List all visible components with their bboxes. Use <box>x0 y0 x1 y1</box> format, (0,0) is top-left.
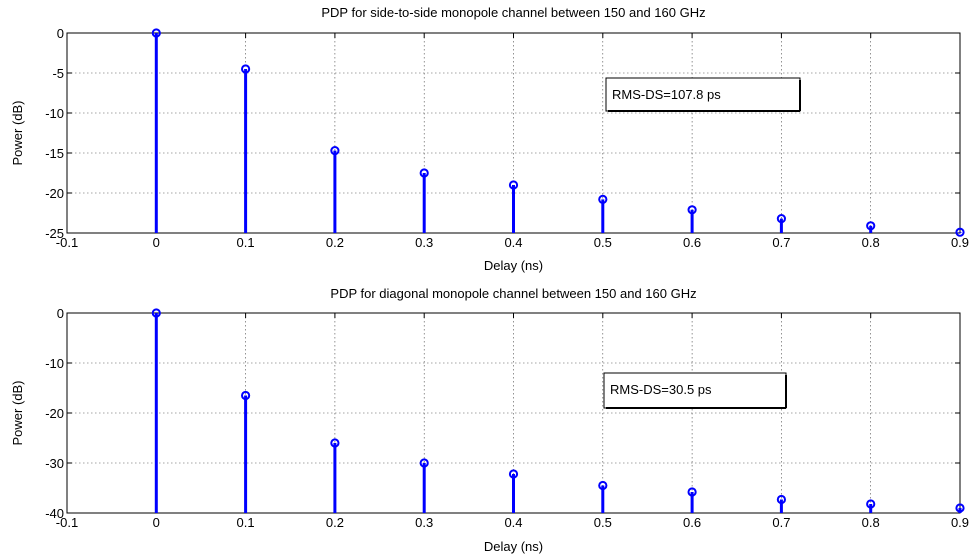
x-tick-label: -0.1 <box>56 235 78 250</box>
stem-marker <box>776 214 787 224</box>
x-tick-label: 0 <box>153 235 160 250</box>
y-tick-label: 0 <box>57 26 64 41</box>
stem-marker <box>508 469 519 479</box>
x-tick-label: 0.1 <box>237 515 255 530</box>
x-tick-label: 0 <box>153 515 160 530</box>
x-axis-label: Delay (ns) <box>484 258 543 273</box>
bottom-chart-panel: -0.1 0 0.1 0.2 0.3 0.4 0.5 0.6 0.7 0.8 0.9 0 -10 -20 -… <box>10 286 969 554</box>
y-tick-label: -30 <box>45 456 64 471</box>
stem-marker <box>419 458 429 468</box>
x-tick-label: 0.6 <box>683 235 701 250</box>
x-tick-label: 0.2 <box>326 235 344 250</box>
x-tick-label: 0.7 <box>772 515 790 530</box>
y-tick-label: -5 <box>52 66 64 81</box>
stem-marker <box>866 221 876 231</box>
y-tick-label: -40 <box>45 506 64 521</box>
stem-marker <box>955 227 965 237</box>
stem-marker <box>241 390 251 401</box>
stem-marker <box>955 503 965 513</box>
x-tick-label: 0.4 <box>504 515 522 530</box>
stem-marker <box>241 64 251 74</box>
y-tick-label: 0 <box>57 306 64 321</box>
x-tick-label: 0.9 <box>951 235 969 250</box>
stem-marker <box>598 480 608 491</box>
x-tick-label: 0.7 <box>772 235 790 250</box>
stem-marker <box>687 487 697 497</box>
rms-ds-annotation: RMS-DS=107.8 ps <box>612 87 721 102</box>
x-axis-label: Delay (ns) <box>484 539 543 554</box>
x-tick-label: 0.2 <box>326 515 344 530</box>
rms-ds-annotation: RMS-DS=30.5 ps <box>610 382 712 397</box>
x-tick-label: -0.1 <box>56 515 78 530</box>
x-tick-label: 0.4 <box>504 235 522 250</box>
y-tick-label: -15 <box>45 146 64 161</box>
x-tick-label: 0.6 <box>683 515 701 530</box>
y-axis-label: Power (dB) <box>10 380 25 445</box>
stem-marker <box>776 494 787 505</box>
stem-marker <box>687 205 697 215</box>
stem-marker <box>508 180 519 190</box>
x-tick-label: 0.8 <box>862 515 880 530</box>
y-tick-label: -20 <box>45 406 64 421</box>
stem-marker <box>330 438 340 448</box>
x-tick-label: 0.1 <box>237 235 255 250</box>
top-chart-panel: -0.1 0 0.1 0.2 0.3 0.4 0.5 0.6 0.7 0.8 0.9 0 -5 -10 -1… <box>10 5 969 273</box>
y-tick-label: -10 <box>45 356 64 371</box>
x-tick-label: 0.8 <box>862 235 880 250</box>
stem-marker <box>598 194 608 204</box>
chart-title: PDP for side-to-side monopole channel be… <box>321 5 705 20</box>
annotation-box <box>603 372 787 409</box>
stem-marker <box>330 146 340 156</box>
x-tick-label: 0.3 <box>415 515 433 530</box>
x-tick-label: 0.3 <box>415 235 433 250</box>
y-tick-label: -10 <box>45 106 64 121</box>
stem-marker <box>151 308 161 318</box>
x-tick-label: 0.5 <box>594 235 612 250</box>
y-tick-label: -20 <box>45 186 64 201</box>
x-tick-label: 0.9 <box>951 515 969 530</box>
stem-marker <box>151 28 161 38</box>
y-axis-label: Power (dB) <box>10 100 25 165</box>
y-tick-label: -25 <box>45 226 64 241</box>
stem-marker <box>419 168 429 178</box>
stem-marker <box>866 499 876 509</box>
chart-title: PDP for diagonal monopole channel betwee… <box>330 286 696 301</box>
x-tick-label: 0.5 <box>594 515 612 530</box>
annotation-box <box>605 77 801 112</box>
